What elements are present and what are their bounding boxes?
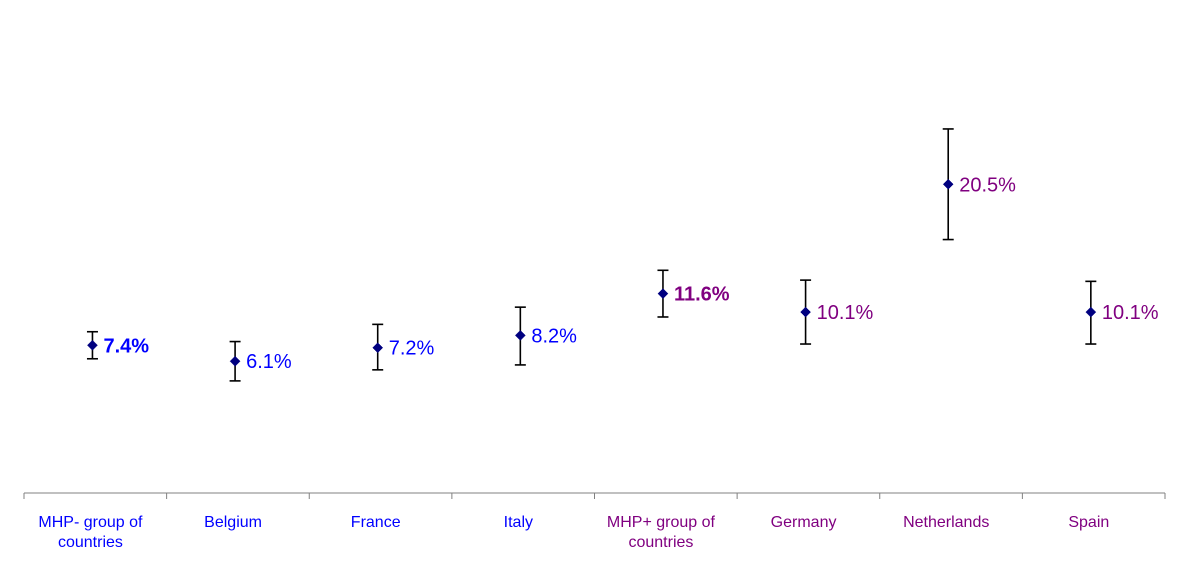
category-labels: MHP- group of countries Belgium France Italy… [38, 514, 1109, 551]
error-bars [86, 128, 1097, 382]
category-label-line: Germany [771, 514, 837, 531]
data-point-marker [800, 306, 811, 318]
data-label: 7.4% [103, 335, 149, 357]
data-label: 11.6% [674, 284, 730, 306]
data-labels: 7.4% 6.1% 7.2% 8.2% 11.6% 10.1% 20.5% 10.1% [103, 174, 1158, 373]
data-point-marker [1085, 306, 1097, 318]
category-label: Germany [771, 514, 837, 531]
category-label-line: countries [58, 534, 123, 551]
data-point-marker [514, 330, 526, 341]
category-label: MHP+ group of countries [607, 514, 716, 551]
category-label: Italy [504, 514, 533, 531]
category-label-line: MHP+ group of [607, 514, 716, 531]
data-label: 20.5% [959, 174, 1016, 196]
data-point-marker [229, 355, 241, 367]
category-label-line: Belgium [204, 514, 262, 531]
category-label: Netherlands [903, 514, 989, 531]
category-label: MHP- group of countries [38, 514, 143, 551]
category-label-line: France [351, 514, 401, 531]
category-label-line: Spain [1068, 514, 1109, 531]
data-label: 10.1% [817, 302, 874, 324]
x-axis [23, 492, 1166, 499]
data-point-marker [87, 339, 98, 351]
data-label: 10.1% [1102, 302, 1159, 324]
data-point-marker [657, 288, 669, 299]
category-label-line: MHP- group of [38, 514, 143, 531]
data-label: 8.2% [531, 325, 577, 347]
data-points [87, 178, 1097, 367]
data-point-marker [372, 342, 384, 354]
category-label-line: Italy [504, 514, 533, 531]
data-point-marker [942, 178, 954, 190]
category-label: Belgium [204, 514, 262, 531]
category-label: France [351, 514, 401, 531]
category-label-line: countries [628, 534, 693, 551]
data-label: 6.1% [246, 351, 292, 373]
data-label: 7.2% [389, 338, 435, 360]
category-label: Spain [1068, 514, 1109, 531]
category-label-line: Netherlands [903, 514, 989, 531]
